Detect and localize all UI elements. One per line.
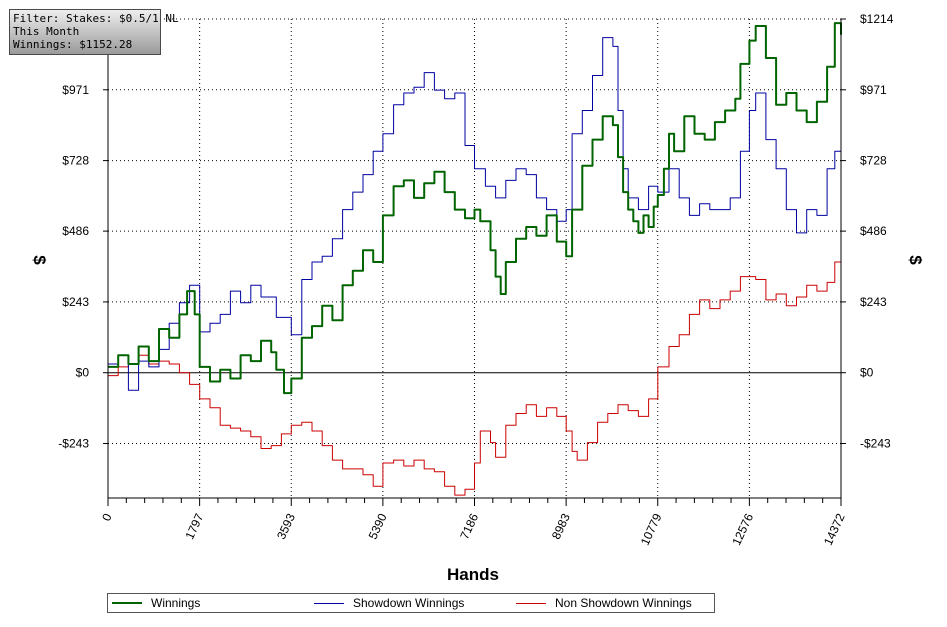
y-tick-label-right: $1214: [860, 12, 894, 26]
y-tick-labels-left: $1214$971$728$486$243$0-$243: [56, 12, 90, 451]
x-tick-label: 0: [99, 511, 115, 523]
filter-period-text: This Month: [13, 25, 80, 38]
filter-winnings-text: Winnings: $1152.28: [13, 38, 133, 51]
y-tick-label-right: $243: [860, 295, 887, 309]
legend-swatch-winnings: [112, 602, 142, 604]
x-tick-label: 12576: [729, 511, 756, 547]
x-tick-label: 3593: [274, 511, 298, 541]
legend-label-showdown: Showdown Winnings: [353, 596, 465, 610]
x-tick-label: 10779: [638, 511, 665, 547]
y-tick-label-left: $243: [62, 295, 89, 309]
chart-axes: [103, 18, 846, 506]
legend-swatch-showdown: [314, 602, 344, 604]
chart-series: [108, 22, 842, 496]
y-tick-labels-right: $1214 $971 $728 $486 $243 $0 -$243: [860, 12, 894, 451]
x-tick-label: 1797: [182, 511, 206, 541]
y-tick-label-right: $728: [860, 154, 887, 168]
legend-item-non-showdown: Non Showdown Winnings: [516, 594, 692, 612]
y-tick-label-left: $486: [62, 224, 89, 238]
series-line-showdown: [108, 37, 842, 391]
x-tick-label: 7186: [457, 511, 481, 541]
filter-stakes-text: Filter: Stakes: $0.5/1 NL: [13, 12, 179, 25]
chart-grid: [108, 18, 841, 498]
x-tick-label: 14372: [821, 511, 848, 547]
x-axis-title: Hands: [447, 565, 499, 584]
y-tick-label-right: -$243: [860, 437, 891, 451]
y-tick-label-right: $971: [860, 83, 887, 97]
y-tick-label-right: $486: [860, 224, 887, 238]
y-tick-label-left: -$243: [58, 437, 89, 451]
series-line-non_showdown: [108, 261, 842, 496]
y-axis-title-right: $: [906, 255, 925, 265]
chart-legend: Winnings Showdown Winnings Non Showdown …: [107, 593, 715, 613]
y-tick-label-left: $728: [62, 154, 89, 168]
legend-item-winnings: Winnings: [112, 594, 200, 612]
x-tick-labels: 0 1797 3593 5390 7186 8983 10779 12576 14372: [99, 511, 848, 547]
y-tick-label-right: $0: [860, 366, 874, 380]
legend-label-winnings: Winnings: [151, 596, 201, 610]
x-tick-label: 5390: [366, 511, 390, 541]
legend-swatch-non-showdown: [516, 602, 546, 604]
filter-info-box: Filter: Stakes: $0.5/1 NL This Month Win…: [9, 9, 179, 55]
y-tick-label-left: $0: [76, 366, 90, 380]
series-line-winnings: [108, 22, 842, 395]
legend-label-non-showdown: Non Showdown Winnings: [555, 596, 692, 610]
y-axis-title-left: $: [30, 255, 49, 265]
x-tick-label: 8983: [549, 511, 573, 541]
legend-item-showdown: Showdown Winnings: [314, 594, 464, 612]
y-tick-label-left: $971: [62, 83, 89, 97]
